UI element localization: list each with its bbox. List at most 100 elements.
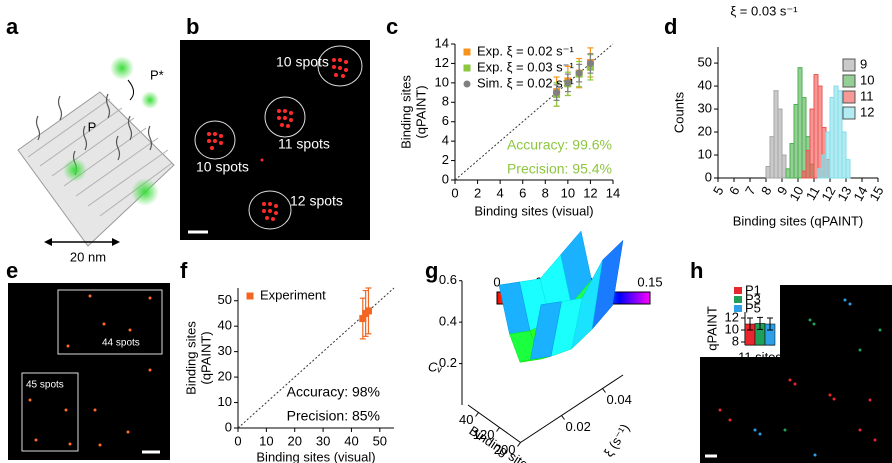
annotation: Accuracy: 99.6% <box>507 137 612 153</box>
z-axis-label: Cᵥ <box>428 359 442 374</box>
histogram-bar <box>809 108 815 179</box>
legend-label: 9 <box>860 56 867 71</box>
histogram-bar <box>837 90 843 179</box>
panel-label: a <box>6 14 19 39</box>
legend-marker <box>842 58 856 72</box>
y-tick-label: 10 <box>698 146 712 161</box>
x-tick-label: 200 <box>494 442 516 457</box>
y-tick-label: 10 <box>218 394 232 409</box>
image-label: 44 spots <box>102 338 140 349</box>
legend-marker <box>463 64 471 72</box>
image-label: 45 spots <box>26 380 64 391</box>
data-point <box>364 307 372 315</box>
y-tick-label: 6 <box>442 113 449 128</box>
x-tick-label: 10 <box>561 185 575 200</box>
x-tick-label: 11 <box>803 184 823 203</box>
y-tick-label: 10 <box>725 321 739 336</box>
y-tick-label: 40 <box>698 78 712 93</box>
y-tick-label: 30 <box>698 100 712 115</box>
x-tick-label: 8 <box>758 184 775 198</box>
y-tick-label: 0.02 <box>566 419 591 434</box>
x-tick-label: 6 <box>519 185 526 200</box>
tick-mark <box>602 388 606 393</box>
x-tick-label: 20 <box>287 433 301 448</box>
y-tick-label: 0 <box>225 419 232 434</box>
microscopy-image <box>700 285 892 463</box>
y-axis-label: (qPAINT) <box>413 85 428 138</box>
y-tick-label: 4 <box>442 133 449 148</box>
x-tick-label: 2 <box>474 185 481 200</box>
legend-marker <box>734 296 742 303</box>
tick-mark <box>496 427 500 432</box>
x-axis-label: 11 sites <box>738 349 782 364</box>
x-tick-label: 5 <box>710 184 727 198</box>
y-tick-label: 14 <box>435 35 449 50</box>
histogram-bar <box>793 103 799 179</box>
x-tick-label: 40 <box>459 412 473 427</box>
z-tick-label: 0.2 <box>439 355 457 370</box>
microscopy-image <box>180 40 370 240</box>
annotation: Precision: 85% <box>287 408 380 424</box>
legend-marker <box>246 292 254 300</box>
histogram-bar <box>833 85 839 179</box>
panel-label: d <box>664 14 677 39</box>
image-label: 10 spots <box>276 54 329 70</box>
legend-marker <box>463 48 471 56</box>
legend-marker <box>463 80 471 88</box>
tick-mark <box>517 442 521 447</box>
image-label: P <box>88 119 97 134</box>
image-label: 11 spots <box>278 136 330 152</box>
axis-line <box>467 404 521 443</box>
panel-label: h <box>690 258 703 283</box>
colorbar-tick-label: 0.15 <box>637 274 662 289</box>
y-axis-label: ξ (s⁻¹) <box>601 421 633 459</box>
histogram-bar <box>841 131 847 179</box>
x-tick-label: 8 <box>542 185 549 200</box>
histogram-bar <box>785 168 791 179</box>
legend-label: 12 <box>860 104 874 119</box>
x-tick-label: 30 <box>316 433 330 448</box>
legend-marker <box>842 74 856 88</box>
histogram-bar <box>801 97 807 179</box>
image-label: P* <box>150 67 164 82</box>
histogram-bar <box>813 74 819 179</box>
x-axis-label: Binding sites (visual) <box>256 449 375 463</box>
data-point <box>586 59 594 67</box>
y-axis-label: Binding sites <box>183 321 198 395</box>
x-tick-label: 15 <box>866 184 886 204</box>
x-tick-label: 4 <box>497 185 504 200</box>
y-tick-label: 0 <box>705 169 712 184</box>
y-tick-label: 50 <box>698 55 712 70</box>
y-tick-label: 8 <box>442 94 449 109</box>
y-axis-label: (qPAINT) <box>198 331 213 384</box>
tick-mark <box>475 412 479 417</box>
z-tick-label: 0.6 <box>439 272 457 287</box>
colorbar-tick-label: 0 <box>493 274 500 289</box>
y-tick-label: 20 <box>698 123 712 138</box>
x-tick-label: 0 <box>451 185 458 200</box>
data-point <box>553 89 561 97</box>
x-axis-label: Binding sites (visual) <box>474 203 593 218</box>
x-tick-label: 12 <box>583 185 597 200</box>
histogram-bar <box>817 168 823 179</box>
x-tick-label: 14 <box>606 185 620 200</box>
panel-label: e <box>6 258 18 283</box>
legend-label: P3 <box>745 291 761 306</box>
legend-label: P1 <box>745 282 761 297</box>
identity-line <box>237 287 395 429</box>
panel-label: c <box>386 14 398 39</box>
x-tick-label: 12 <box>818 184 838 204</box>
legend-label: Exp. ξ = 0.03 s⁻¹ <box>477 59 575 74</box>
legend-label: P5 <box>745 300 761 315</box>
tick-mark <box>561 415 565 420</box>
y-tick-label: 50 <box>218 292 232 307</box>
histogram-bar <box>817 85 823 179</box>
histogram-bar <box>801 170 807 179</box>
y-tick-label: 8 <box>732 333 739 348</box>
histogram-bar <box>773 90 779 179</box>
histogram-bar <box>825 131 831 179</box>
y-tick-label: 12 <box>725 309 739 324</box>
panel-label: f <box>180 258 188 283</box>
x-tick-label: 14 <box>850 184 870 204</box>
histogram-bar <box>797 67 803 179</box>
